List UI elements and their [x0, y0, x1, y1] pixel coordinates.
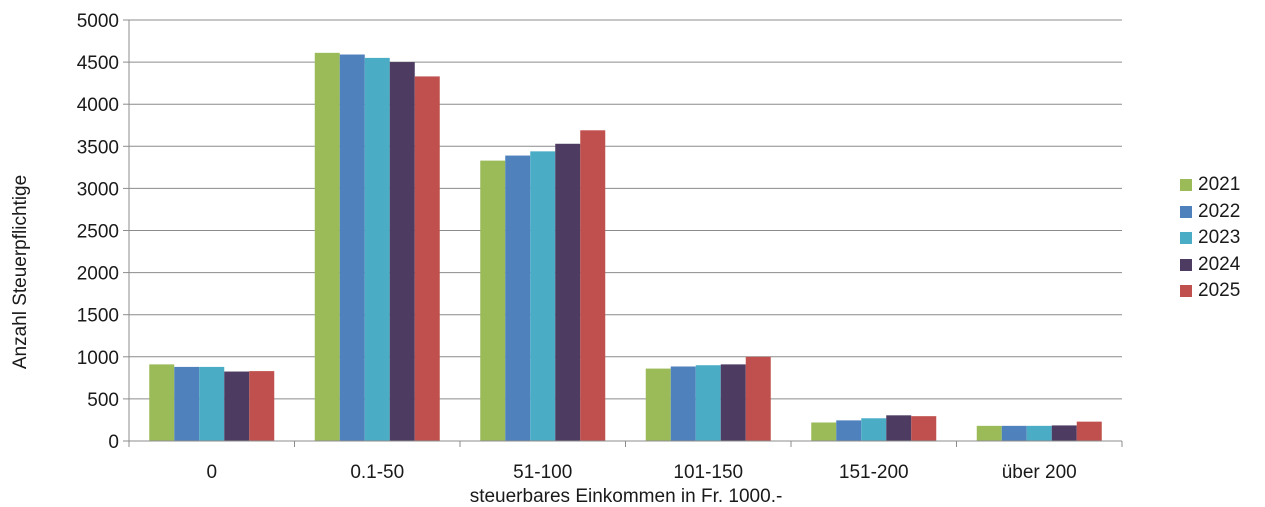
x-tick-label: 0.1-50 — [350, 462, 404, 483]
legend: 2021 2022 2023 2024 2025 — [1180, 172, 1240, 305]
bars — [149, 52, 1102, 442]
y-tick-label: 4000 — [77, 95, 119, 116]
legend-swatch — [1180, 205, 1192, 218]
y-tick-label: 5000 — [77, 11, 119, 32]
bar-2022-4 — [836, 420, 862, 441]
legend-item: 2024 — [1180, 252, 1240, 279]
x-tick-label: über 200 — [1002, 462, 1077, 483]
y-tick-label: 2000 — [77, 264, 119, 285]
legend-swatch — [1180, 232, 1192, 245]
x-tick-label: 51-100 — [513, 462, 572, 483]
bar-2023-2 — [530, 151, 556, 442]
bar-2025-3 — [745, 356, 771, 441]
x-tick-label: 151-200 — [839, 462, 909, 483]
bar-2024-1 — [389, 62, 415, 441]
bar-2023-5 — [1026, 425, 1052, 441]
bar-2021-4 — [811, 422, 837, 441]
legend-item: 2022 — [1180, 199, 1240, 226]
legend-swatch — [1180, 285, 1192, 298]
x-tick-label: 0 — [206, 462, 217, 483]
bar-2024-4 — [886, 415, 912, 441]
bar-2022-2 — [505, 155, 531, 441]
bar-2025-4 — [911, 416, 937, 441]
legend-label: 2025 — [1198, 280, 1241, 302]
y-tick-label: 1500 — [77, 306, 119, 327]
legend-item: 2025 — [1180, 278, 1240, 305]
gridlines — [129, 19, 1122, 400]
y-tick-label: 0 — [108, 432, 119, 453]
bar-2021-0 — [149, 364, 175, 441]
y-tick-labels: 0 500 1000 1500 2000 2500 3000 3500 4000 4500 5000 — [77, 11, 119, 453]
legend-label: 2024 — [1198, 253, 1241, 275]
legend-item: 2023 — [1180, 225, 1240, 252]
bar-2025-5 — [1076, 421, 1102, 441]
legend-swatch — [1180, 258, 1192, 271]
legend-label: 2023 — [1198, 227, 1241, 249]
bar-2022-1 — [339, 54, 365, 441]
y-tick-label: 4500 — [77, 53, 119, 74]
bar-2023-0 — [199, 366, 225, 441]
axes — [123, 19, 1123, 447]
bar-2024-5 — [1051, 425, 1077, 441]
y-tick-label: 500 — [87, 390, 119, 411]
y-tick-label: 3500 — [77, 137, 119, 158]
bar-2022-0 — [174, 366, 200, 441]
bar-2024-3 — [720, 364, 746, 441]
bar-2021-1 — [314, 52, 340, 441]
bar-2025-2 — [580, 130, 606, 441]
bar-2025-1 — [414, 76, 440, 441]
legend-label: 2022 — [1198, 200, 1241, 222]
y-tick-label: 3000 — [77, 179, 119, 200]
bar-2025-0 — [249, 371, 275, 441]
bar-2024-2 — [555, 143, 581, 442]
y-axis-title: Anzahl Steuerpflichtige — [10, 175, 31, 369]
bar-2022-5 — [1001, 425, 1027, 441]
bar-2021-3 — [645, 368, 671, 441]
y-tick-label: 2500 — [77, 222, 119, 243]
bar-2024-0 — [224, 371, 250, 441]
x-tick-labels: 0 0.1-50 51-100 101-150 151-200 über 200 — [206, 462, 1076, 483]
bar-2023-4 — [861, 418, 887, 441]
legend-label: 2021 — [1198, 174, 1241, 196]
legend-swatch — [1180, 179, 1192, 192]
legend-item: 2021 — [1180, 172, 1240, 199]
x-tick-label: 101-150 — [673, 462, 743, 483]
y-tick-label: 1000 — [77, 348, 119, 369]
bar-2023-3 — [695, 365, 721, 441]
bar-2021-2 — [480, 160, 506, 441]
x-axis-title: steuerbares Einkommen in Fr. 1000.- — [470, 486, 783, 507]
bar-2021-5 — [976, 425, 1002, 441]
bar-2022-3 — [670, 366, 696, 441]
bar-2023-1 — [364, 57, 390, 441]
